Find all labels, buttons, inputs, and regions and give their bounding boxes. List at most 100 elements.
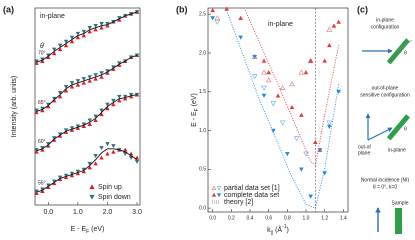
marker: [46, 183, 51, 188]
x-tick-label: 0.8: [284, 215, 291, 221]
angle-label: 70°: [38, 51, 46, 57]
marker: [99, 22, 104, 26]
marker: [214, 19, 221, 25]
marker: [303, 70, 309, 75]
legend-label: partial data set [1]: [224, 185, 280, 192]
marker: [123, 147, 128, 152]
x-tick-label: 0.0: [209, 215, 216, 221]
marker: [63, 88, 69, 93]
marker: [93, 161, 98, 166]
marker: [289, 81, 295, 87]
marker: [40, 57, 45, 62]
marker: [57, 43, 63, 48]
caption: Sample: [392, 200, 409, 206]
marker: [81, 80, 87, 85]
marker: [261, 93, 267, 98]
theta: θ: [404, 50, 407, 56]
marker: [81, 167, 87, 172]
marker: [89, 194, 95, 200]
fit-line: [36, 148, 138, 193]
marker: [128, 92, 134, 97]
label-part: -1: [282, 224, 287, 230]
marker: [261, 58, 267, 63]
y-axis-label: Intensity (arb. units): [11, 76, 18, 137]
marker: [261, 69, 267, 75]
marker: [117, 98, 122, 103]
sample-bar: [395, 208, 402, 234]
marker: [63, 43, 69, 48]
marker: [93, 23, 98, 28]
marker: [299, 167, 304, 172]
marker: [57, 175, 63, 180]
caption: Normal incidence (NI): [361, 177, 410, 183]
marker: [336, 89, 341, 95]
marker: [87, 25, 92, 30]
marker: [99, 108, 104, 113]
marker: [46, 53, 51, 58]
caption: θ = 0°, k=0: [373, 184, 397, 190]
label-part: (eV): [191, 93, 198, 108]
marker: [99, 71, 104, 76]
normal-line: [397, 39, 413, 52]
marker: [34, 108, 39, 113]
axis-label: k∥ (Å-1): [267, 224, 289, 236]
marker: [69, 171, 75, 176]
x-tick-label: 1.0: [303, 215, 310, 221]
marker: [69, 126, 75, 131]
marker: [87, 78, 92, 83]
x-tick-label: 0.4: [247, 215, 254, 221]
marker: [117, 61, 122, 66]
axis-label: E - EF (eV): [71, 226, 105, 235]
label-part: k: [267, 227, 271, 234]
caption: in-plane: [388, 147, 406, 153]
legend-label: Spin up: [98, 184, 122, 191]
marker: [322, 58, 327, 63]
marker: [216, 186, 222, 191]
marker: [87, 118, 92, 123]
marker: [210, 16, 215, 21]
marker: [87, 75, 92, 80]
plot-frame: [207, 7, 349, 213]
caption: out-of: [358, 144, 371, 150]
marker: [69, 39, 75, 44]
label-part: ∥: [271, 230, 274, 236]
marker: [69, 81, 75, 86]
marker: [293, 136, 300, 142]
marker: [34, 189, 39, 194]
marker: [99, 155, 104, 160]
marker: [251, 74, 258, 80]
label-part: F: [194, 108, 200, 111]
marker: [105, 69, 110, 74]
x-tick-label: 1.2: [321, 215, 328, 221]
marker: [111, 65, 116, 70]
marker: [63, 85, 69, 89]
marker: [69, 35, 75, 40]
marker: [93, 27, 98, 32]
angle-label: 60°: [38, 139, 46, 145]
annotation: in-plane: [268, 21, 293, 28]
marker: [52, 51, 57, 56]
marker: [134, 159, 140, 164]
label-part: E - E: [71, 226, 87, 233]
marker: [99, 25, 104, 30]
marker: [40, 106, 45, 111]
fit-line: [36, 54, 138, 112]
marker: [211, 192, 217, 197]
marker: [75, 35, 81, 40]
marker: [266, 70, 271, 75]
marker: [99, 112, 104, 117]
marker: [81, 122, 87, 127]
marker: [261, 85, 267, 91]
y-tick-label: 0.5: [199, 167, 206, 173]
y-tick-label: 1.5: [199, 89, 206, 95]
marker: [322, 171, 327, 176]
marker: [331, 23, 337, 28]
marker: [270, 101, 277, 107]
y-tick-label: 2.0: [199, 50, 206, 56]
marker: [46, 142, 51, 147]
marker: [117, 94, 122, 99]
marker: [57, 90, 63, 95]
marker: [93, 153, 98, 158]
caption: out-of-plane: [372, 85, 399, 91]
